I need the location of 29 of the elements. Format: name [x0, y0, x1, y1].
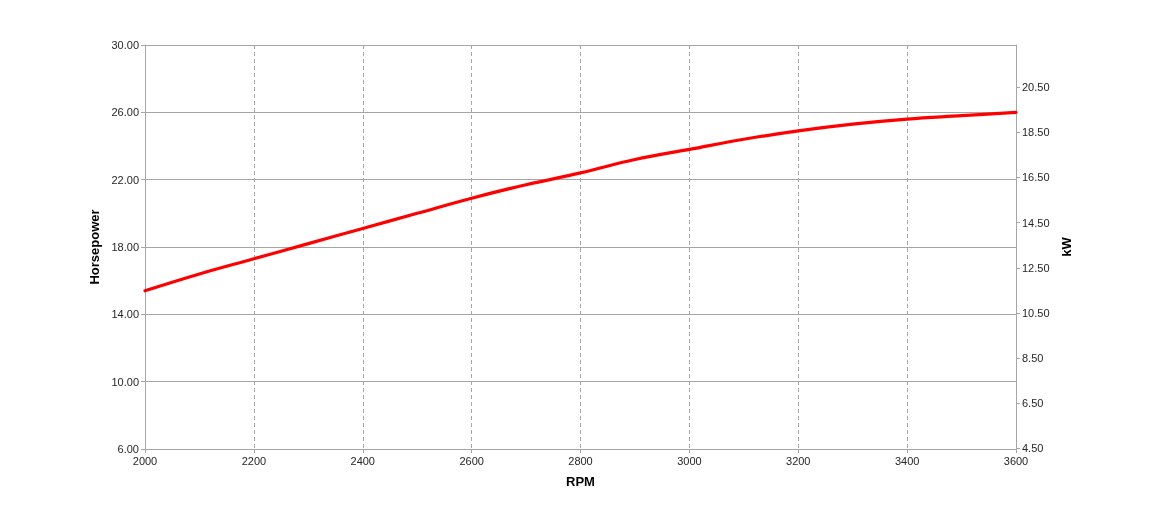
y-tick-label: 30.00	[111, 39, 139, 51]
y2-tick-label: 12.50	[1022, 261, 1050, 274]
y2-axis-title: kW	[1059, 236, 1075, 257]
y-tick-label: 22.00	[111, 173, 139, 186]
x-tick-label: 2800	[568, 454, 593, 467]
x-axis-title: RPM	[566, 474, 595, 489]
y-tick-label: 14.00	[111, 308, 139, 321]
x-tick-label: 2400	[350, 454, 375, 467]
line-series	[143, 110, 1018, 293]
y2-tick-label: 20.50	[1022, 81, 1050, 94]
y2-tick-label: 14.50	[1022, 216, 1050, 229]
y2-tick-label: 8.50	[1022, 352, 1044, 365]
y-axis-title: Horsepower	[86, 209, 102, 285]
x-tick-label: 2200	[241, 454, 267, 467]
x-tick-label: 3000	[677, 454, 702, 467]
x-tick-label: 3600	[1003, 454, 1029, 467]
x-tick-label: 2600	[459, 454, 484, 467]
y2-tick-label: 16.50	[1022, 171, 1050, 184]
y2-tick-label: 6.50	[1022, 397, 1044, 410]
x-tick-label: 2000	[132, 454, 158, 467]
x-tick-label: 3200	[786, 454, 811, 467]
y2-tick-label: 4.50	[1022, 442, 1044, 455]
y-tick-label: 6.00	[117, 443, 139, 455]
y-tick-label: 10.00	[111, 375, 139, 388]
y2-tick-label: 10.50	[1022, 306, 1050, 319]
y-tick-label: 18.00	[111, 241, 139, 253]
x-tick-label: 3400	[894, 454, 920, 467]
y2-tick-label: 18.50	[1022, 126, 1050, 139]
y-tick-label: 26.00	[111, 106, 139, 119]
